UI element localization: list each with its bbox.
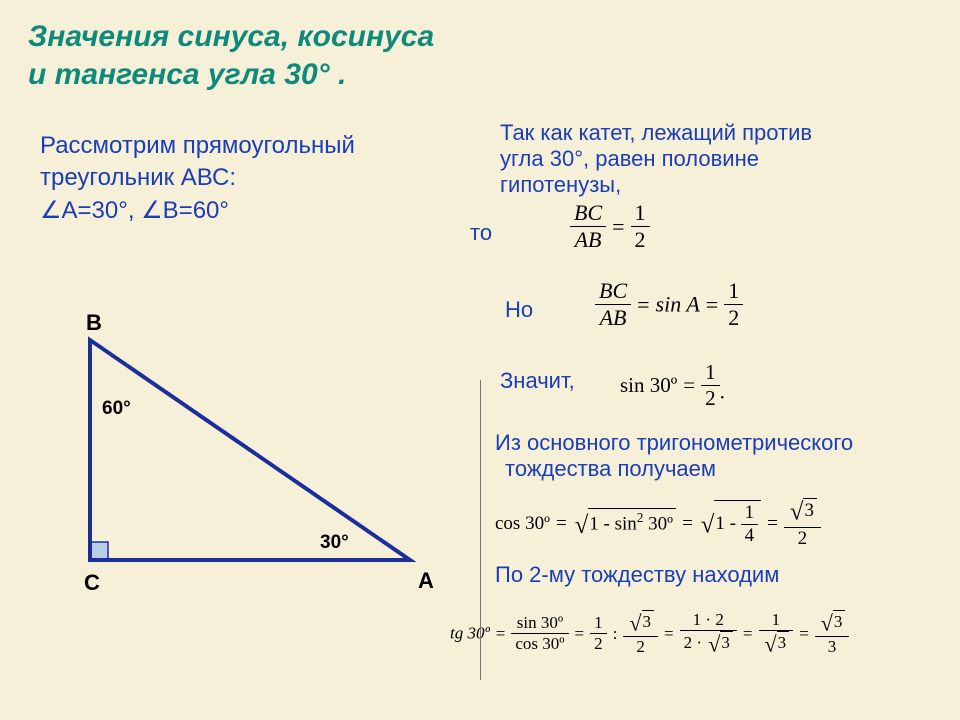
eq-sin-a: BCAB=sin A=12 [595, 278, 743, 331]
eq-cos30: cos 30º=√1 - sin2 30º=√1 - 14=√32 [495, 498, 821, 550]
intro-l3: ∠А=30°, ∠В=60° [40, 195, 470, 227]
paragraph-5: По 2-му тождеству находим [495, 562, 779, 588]
vertical-divider [480, 380, 481, 680]
eq-tg30: tg 30º=sin 30ºcos 30º=12:√32=1 · 22 · √3… [450, 610, 849, 657]
angle-a-label: 30° [320, 532, 349, 554]
eq-bc-ab: BCAB=12 [570, 200, 650, 253]
word-no: Но [505, 297, 533, 323]
word-znachit: Значит, [500, 368, 575, 394]
vertex-c-label: C [84, 570, 100, 596]
paragraph-4: Из основного тригонометрического тождест… [495, 430, 853, 482]
paragraph-1: Так как катет, лежащий против угла 30°, … [500, 120, 812, 198]
eq-sin30: sin 30º=12. [620, 360, 725, 411]
p4-l2: тождества получаем [495, 456, 853, 482]
p1-l1: Так как катет, лежащий против [500, 120, 812, 146]
title-line2: и тангенса угла 30° . [28, 56, 434, 94]
vertex-a-label: A [418, 568, 434, 594]
page-title: Значения синуса, косинуса и тангенса угл… [28, 18, 434, 93]
word-to: то [470, 220, 492, 246]
angle-b-label: 60° [102, 398, 131, 420]
p1-l3: гипотенузы, [500, 172, 812, 198]
p4-l1: Из основного тригонометрического [495, 430, 853, 456]
p1-l2: угла 30°, равен половине [500, 146, 812, 172]
intro-l2: треугольник АВС: [40, 162, 470, 194]
intro-l1: Рассмотрим прямоугольный [40, 130, 470, 162]
vertex-b-label: B [86, 310, 102, 336]
intro-text: Рассмотрим прямоугольный треугольник АВС… [40, 130, 470, 227]
triangle-diagram: B C A 60° 30° [70, 320, 430, 600]
title-line1: Значения синуса, косинуса [28, 18, 434, 56]
